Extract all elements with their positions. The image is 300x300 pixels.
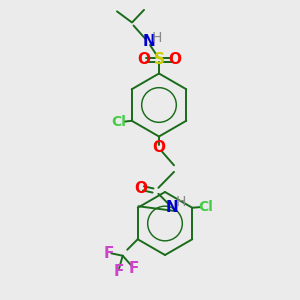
- Text: S: S: [154, 52, 164, 68]
- Text: H: H: [176, 196, 186, 209]
- Text: Cl: Cl: [111, 115, 126, 129]
- Text: O: O: [168, 52, 181, 68]
- Text: H: H: [152, 31, 162, 44]
- Text: O: O: [134, 181, 147, 196]
- Text: Cl: Cl: [198, 200, 213, 214]
- Text: O: O: [137, 52, 150, 68]
- Text: N: N: [166, 200, 179, 215]
- Text: F: F: [129, 261, 139, 276]
- Text: F: F: [114, 264, 124, 279]
- Text: F: F: [103, 246, 113, 261]
- Text: O: O: [152, 140, 166, 155]
- Text: N: N: [142, 34, 155, 50]
